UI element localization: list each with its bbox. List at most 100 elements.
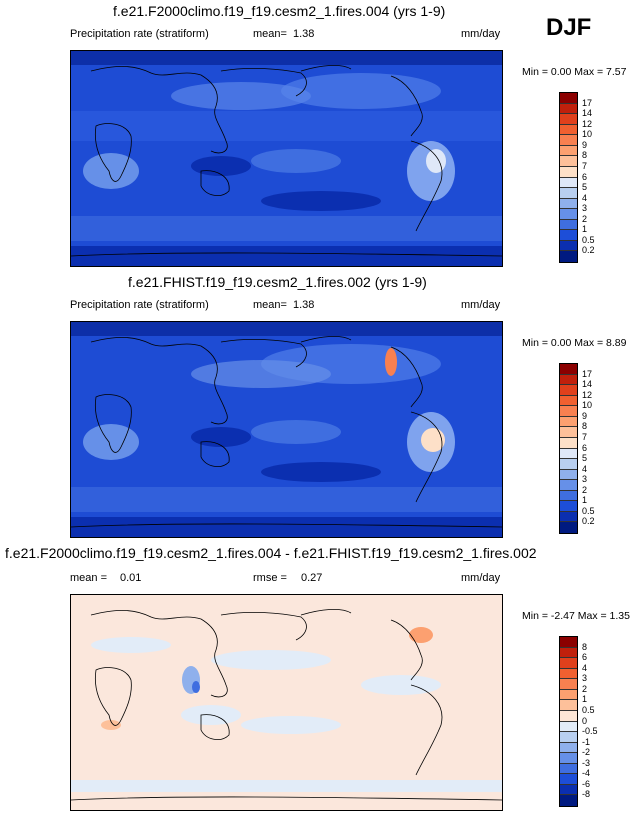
colorbar-segment bbox=[560, 459, 577, 470]
colorbar-tick-label: 10 bbox=[582, 129, 593, 140]
colorbar-tick-label: 1 bbox=[582, 224, 588, 235]
colorbar-tick-label: -4 bbox=[582, 768, 591, 779]
colorbar-segment bbox=[560, 710, 577, 722]
colorbar-segment bbox=[560, 689, 577, 701]
colorbar-segment bbox=[560, 395, 577, 407]
colorbar-tick-label: 3 bbox=[582, 673, 588, 684]
colorbar-segment bbox=[560, 166, 577, 178]
colorbar-tick-label: 9 bbox=[582, 139, 588, 150]
colorbar-tick-label: -3 bbox=[582, 757, 591, 768]
colorbar-tick-label: 7 bbox=[582, 431, 588, 442]
colorbar-tick-label: 10 bbox=[582, 400, 593, 411]
panel3-mean-value: 0.01 bbox=[120, 572, 142, 584]
colorbar-segment bbox=[560, 448, 577, 460]
colorbar-segment bbox=[560, 219, 577, 231]
colorbar-segment bbox=[560, 721, 577, 733]
panel1-mean-value: 1.38 bbox=[293, 28, 315, 40]
colorbar-segment bbox=[560, 742, 577, 754]
colorbar-segment bbox=[560, 114, 577, 125]
panel2-title: f.e21.FHIST.f19_f19.cesm2_1.fires.002 (y… bbox=[128, 274, 427, 290]
colorbar-tick-label: 6 bbox=[582, 171, 588, 182]
colorbar-segment bbox=[560, 240, 577, 252]
colorbar-tick-label: 2 bbox=[582, 683, 588, 694]
colorbar-tick-label: 14 bbox=[582, 379, 593, 390]
colorbar-segment bbox=[560, 732, 577, 743]
colorbar-tick-label: 3 bbox=[582, 474, 588, 485]
panel2-mean-value: 1.38 bbox=[293, 299, 315, 311]
colorbar-segment bbox=[560, 93, 577, 104]
panel1-units: mm/day bbox=[461, 28, 501, 40]
panel1-title: f.e21.F2000climo.f19_f19.cesm2_1.fires.0… bbox=[113, 3, 446, 19]
colorbar-segment bbox=[560, 385, 577, 396]
colorbar-tick-label: 1 bbox=[582, 694, 588, 705]
colorbar-segment bbox=[560, 490, 577, 502]
colorbar-tick-label: 12 bbox=[582, 118, 593, 129]
colorbar-tick-label: 5 bbox=[582, 453, 588, 464]
colorbar-tick-label: 2 bbox=[582, 213, 588, 224]
colorbar-segment bbox=[560, 647, 577, 659]
colorbar-tick-label: -8 bbox=[582, 789, 591, 800]
panel2-minmax: Min = 0.00 Max = 8.89 bbox=[522, 337, 627, 349]
colorbar-segment bbox=[560, 700, 577, 711]
colorbar-segment bbox=[560, 406, 577, 417]
colorbar-tick-label: 14 bbox=[582, 108, 593, 119]
colorbar-segment bbox=[560, 427, 577, 438]
colorbar-tick-label: 0.5 bbox=[582, 505, 595, 516]
colorbar-segment bbox=[560, 501, 577, 512]
colorbar-segment bbox=[560, 753, 577, 764]
colorbar-tick-label: 8 bbox=[582, 421, 588, 432]
panel3-map bbox=[70, 594, 503, 811]
panel3-rmse-label: rmse = bbox=[253, 572, 287, 584]
colorbar-tick-label: 0.5 bbox=[582, 234, 595, 245]
colorbar-segment bbox=[560, 135, 577, 146]
colorbar-segment bbox=[560, 364, 577, 375]
colorbar-segment bbox=[560, 668, 577, 680]
panel3-minmax: Min = -2.47 Max = 1.35 bbox=[522, 610, 630, 622]
panel3-mean-label: mean = bbox=[70, 572, 107, 584]
colorbar-segment bbox=[560, 103, 577, 115]
colorbar-tick-label: 4 bbox=[582, 662, 588, 673]
colorbar-segment bbox=[560, 658, 577, 669]
panel2-mean-label: mean= bbox=[253, 299, 287, 311]
colorbar-segment bbox=[560, 198, 577, 210]
colorbar-tick-label: 0.5 bbox=[582, 704, 595, 715]
colorbar-tick-label: 4 bbox=[582, 463, 588, 474]
colorbar-segment bbox=[560, 784, 577, 796]
colorbar-tick-label: 4 bbox=[582, 192, 588, 203]
colorbar-tick-label: 2 bbox=[582, 484, 588, 495]
colorbar-segment bbox=[560, 177, 577, 189]
colorbar-segment bbox=[560, 437, 577, 449]
panel3-rmse-value: 0.27 bbox=[301, 572, 323, 584]
colorbar-tick-label: 17 bbox=[582, 368, 593, 379]
panel1-map bbox=[70, 50, 503, 267]
colorbar-segment bbox=[560, 763, 577, 775]
colorbar-tick-label: 0.2 bbox=[582, 245, 595, 256]
colorbar-tick-label: 1 bbox=[582, 495, 588, 506]
panel1-minmax: Min = 0.00 Max = 7.57 bbox=[522, 66, 627, 78]
colorbar-segment bbox=[560, 469, 577, 481]
colorbar-segment bbox=[560, 230, 577, 241]
panel2-colorbar bbox=[559, 363, 578, 534]
colorbar-tick-label: 6 bbox=[582, 652, 588, 663]
panel3-title: f.e21.F2000climo.f19_f19.cesm2_1.fires.0… bbox=[5, 545, 537, 561]
colorbar-tick-label: 8 bbox=[582, 641, 588, 652]
colorbar-tick-label: 8 bbox=[582, 150, 588, 161]
colorbar-tick-label: 3 bbox=[582, 203, 588, 214]
colorbar-segment bbox=[560, 637, 577, 648]
colorbar-tick-label: -0.5 bbox=[582, 726, 598, 737]
colorbar-tick-label: 5 bbox=[582, 182, 588, 193]
colorbar-tick-label: 17 bbox=[582, 97, 593, 108]
panel2-units: mm/day bbox=[461, 299, 501, 311]
colorbar-tick-label: 9 bbox=[582, 410, 588, 421]
colorbar-segment bbox=[560, 209, 577, 220]
panel1-colorbar bbox=[559, 92, 578, 263]
season-label: DJF bbox=[546, 14, 592, 41]
colorbar-segment bbox=[560, 124, 577, 136]
panel2-variable: Precipitation rate (stratiform) bbox=[70, 299, 209, 311]
colorbar-segment bbox=[560, 480, 577, 491]
colorbar-tick-label: 7 bbox=[582, 160, 588, 171]
colorbar-tick-label: -6 bbox=[582, 778, 591, 789]
colorbar-segment bbox=[560, 416, 577, 428]
colorbar-tick-label: -2 bbox=[582, 747, 591, 758]
colorbar-segment bbox=[560, 251, 577, 262]
